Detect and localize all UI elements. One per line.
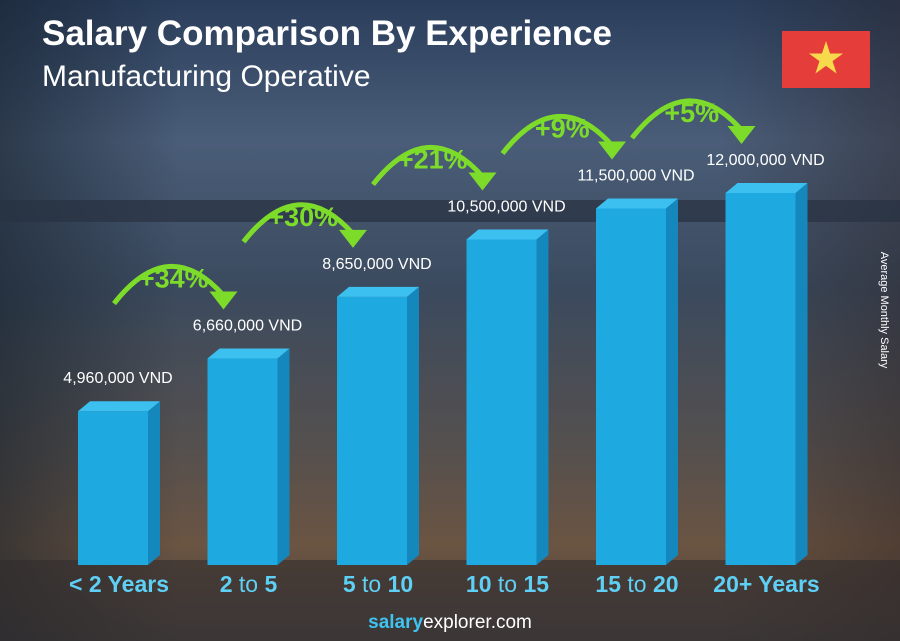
bar-side bbox=[536, 229, 549, 565]
category-label: < 2 Years bbox=[69, 571, 169, 597]
percent-change-label: +9% bbox=[535, 114, 590, 144]
change-arrow-icon bbox=[241, 202, 355, 244]
arrow-head-icon bbox=[598, 141, 626, 160]
bar-side bbox=[666, 198, 678, 565]
percent-change-label: +30% bbox=[268, 202, 338, 232]
bar-top bbox=[207, 348, 290, 359]
bar-front bbox=[596, 208, 666, 565]
category-start: < 2 Years bbox=[69, 571, 169, 597]
category-end: 20 bbox=[653, 571, 679, 597]
bar-top bbox=[337, 286, 419, 297]
brand-tld: .com bbox=[490, 612, 532, 633]
change-arrow-icon bbox=[112, 263, 226, 306]
category-to: to bbox=[621, 571, 653, 597]
brand-rest: explorer bbox=[423, 612, 491, 633]
bar-front bbox=[725, 193, 796, 565]
change-arrow-icon bbox=[500, 113, 614, 156]
bar-top bbox=[596, 198, 678, 209]
bar-side bbox=[277, 348, 290, 565]
category-start: 20+ Years bbox=[713, 571, 819, 597]
value-label: 4,960,000 VND bbox=[63, 370, 172, 387]
category-label: 5 to 10 bbox=[343, 571, 413, 597]
bar-top bbox=[725, 183, 808, 193]
brand-bold: salary bbox=[368, 612, 424, 633]
footer-brand[interactable]: salaryexplorer.com bbox=[0, 612, 900, 634]
bar-side bbox=[148, 401, 160, 565]
percent-change-label: +5% bbox=[664, 98, 719, 128]
category-label: 2 to 5 bbox=[220, 571, 278, 597]
category-end: 15 bbox=[523, 571, 549, 597]
value-label: 8,650,000 VND bbox=[322, 256, 431, 273]
percent-change-label: +21% bbox=[398, 145, 468, 175]
chart-title: Salary Comparison By Experience bbox=[42, 14, 612, 53]
arrow-head-icon bbox=[468, 172, 497, 191]
category-start: 2 bbox=[220, 571, 233, 597]
category-to: to bbox=[233, 571, 265, 597]
arrow-head-icon bbox=[727, 126, 756, 144]
category-start: 5 bbox=[343, 571, 356, 597]
bar-side bbox=[795, 183, 808, 565]
category-end: 10 bbox=[388, 571, 414, 597]
bar-top bbox=[78, 401, 160, 412]
category-to: to bbox=[492, 571, 524, 597]
background-road bbox=[0, 560, 900, 641]
value-label: 6,660,000 VND bbox=[193, 318, 302, 335]
category-end: 5 bbox=[264, 571, 277, 597]
category-label: 15 to 20 bbox=[595, 571, 678, 597]
chart-subtitle: Manufacturing Operative bbox=[42, 60, 371, 93]
category-start: 15 bbox=[595, 571, 621, 597]
category-label: 20+ Years bbox=[713, 571, 819, 597]
value-label: 12,000,000 VND bbox=[706, 152, 824, 169]
category-start: 10 bbox=[466, 571, 492, 597]
bar-front bbox=[207, 358, 278, 565]
bar-side bbox=[407, 286, 419, 565]
category-to: to bbox=[356, 571, 388, 597]
bar-front bbox=[78, 411, 148, 565]
vietnam-flag-icon bbox=[782, 31, 870, 88]
value-label: 11,500,000 VND bbox=[577, 168, 694, 185]
bar-front bbox=[466, 239, 537, 565]
bar-front bbox=[337, 296, 407, 565]
value-label: 10,500,000 VND bbox=[447, 199, 565, 216]
arrow-head-icon bbox=[339, 229, 367, 248]
category-label: 10 to 15 bbox=[466, 571, 549, 597]
percent-change-label: +34% bbox=[139, 264, 209, 294]
change-arrow-icon bbox=[371, 144, 485, 187]
arrow-head-icon bbox=[209, 291, 238, 310]
bar-top bbox=[466, 229, 549, 240]
change-arrow-icon bbox=[630, 98, 744, 140]
